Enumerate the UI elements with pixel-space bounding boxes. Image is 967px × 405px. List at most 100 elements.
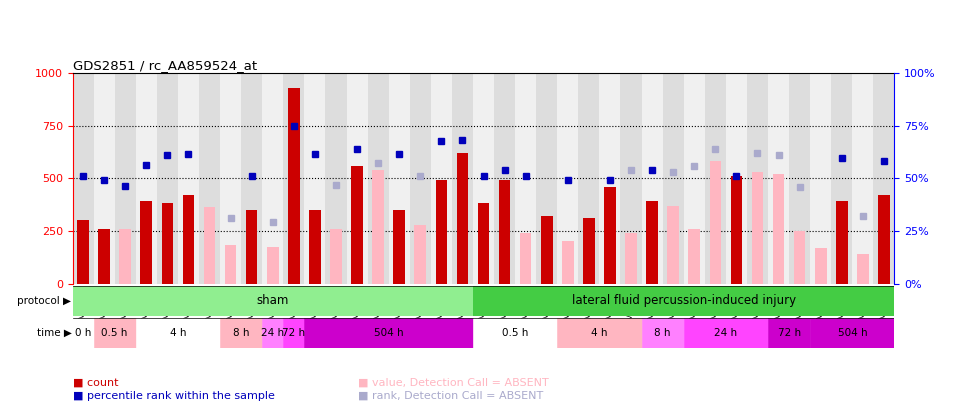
Bar [751, 172, 763, 284]
Bar [220, 318, 262, 348]
Bar [621, 73, 641, 284]
Bar [646, 201, 658, 284]
Text: 0.5 h: 0.5 h [502, 328, 528, 338]
Bar [789, 73, 810, 284]
Bar [810, 318, 894, 348]
Bar [283, 73, 305, 284]
Text: 24 h: 24 h [261, 328, 284, 338]
Text: 504 h: 504 h [374, 328, 403, 338]
Bar [626, 233, 637, 284]
Bar [77, 220, 89, 284]
Bar [499, 180, 511, 284]
Bar [415, 224, 426, 284]
Text: 24 h: 24 h [715, 328, 738, 338]
Bar [94, 73, 115, 284]
Text: 4 h: 4 h [169, 328, 187, 338]
Bar [557, 318, 641, 348]
Bar [731, 176, 743, 284]
Bar [199, 73, 220, 284]
Bar [852, 73, 873, 284]
Bar [372, 170, 384, 284]
Bar [578, 73, 600, 284]
Bar [536, 73, 557, 284]
Bar [684, 318, 768, 348]
Bar [857, 254, 868, 284]
Text: 72 h: 72 h [777, 328, 801, 338]
Text: 72 h: 72 h [282, 328, 306, 338]
Text: time ▶: time ▶ [37, 328, 72, 338]
Bar [726, 73, 747, 284]
Bar [832, 73, 852, 284]
Bar [262, 73, 283, 284]
Bar [562, 241, 573, 284]
Text: 8 h: 8 h [655, 328, 671, 338]
Bar [435, 180, 447, 284]
Bar [684, 73, 705, 284]
Text: 0.5 h: 0.5 h [102, 328, 128, 338]
Bar [346, 73, 367, 284]
Bar [204, 207, 216, 284]
Bar [604, 187, 616, 284]
Bar [241, 73, 262, 284]
Bar [367, 73, 389, 284]
Bar [351, 166, 363, 284]
Bar [515, 73, 536, 284]
Bar [641, 73, 662, 284]
Bar [183, 195, 194, 284]
Bar [667, 206, 679, 284]
Bar [283, 318, 305, 348]
Bar [305, 318, 473, 348]
FancyBboxPatch shape [73, 286, 473, 316]
Bar [456, 153, 468, 284]
Bar [220, 73, 241, 284]
Bar [305, 73, 326, 284]
Text: ■ count: ■ count [73, 378, 118, 388]
Bar [119, 229, 131, 284]
Bar [140, 201, 152, 284]
Bar [773, 174, 784, 284]
Bar [541, 216, 552, 284]
Bar [520, 233, 532, 284]
Bar [389, 73, 410, 284]
Bar [224, 245, 236, 284]
Text: GDS2851 / rc_AA859524_at: GDS2851 / rc_AA859524_at [73, 59, 256, 72]
Bar [794, 231, 806, 284]
Bar [330, 229, 341, 284]
Bar [73, 318, 94, 348]
Text: ■ value, Detection Call = ABSENT: ■ value, Detection Call = ABSENT [358, 378, 548, 388]
Bar [135, 318, 220, 348]
Bar [768, 318, 810, 348]
Bar [157, 73, 178, 284]
Bar [705, 73, 726, 284]
Bar [815, 248, 827, 284]
Text: 504 h: 504 h [837, 328, 867, 338]
Bar [326, 73, 346, 284]
FancyBboxPatch shape [473, 286, 894, 316]
Bar [161, 203, 173, 284]
Bar [73, 73, 94, 284]
Text: 4 h: 4 h [591, 328, 607, 338]
Bar [178, 73, 199, 284]
Bar [689, 229, 700, 284]
Bar [267, 247, 278, 284]
Bar [99, 229, 110, 284]
Bar [641, 318, 684, 348]
Bar [410, 73, 431, 284]
Bar [288, 87, 300, 284]
Bar [836, 201, 848, 284]
Bar [452, 73, 473, 284]
Bar [94, 318, 135, 348]
Bar [710, 161, 721, 284]
Bar [768, 73, 789, 284]
Bar [478, 203, 489, 284]
Text: protocol ▶: protocol ▶ [17, 296, 72, 306]
Bar [473, 318, 557, 348]
Bar [309, 210, 321, 284]
Text: ■ rank, Detection Call = ABSENT: ■ rank, Detection Call = ABSENT [358, 391, 543, 401]
Bar [473, 73, 494, 284]
Bar [600, 73, 621, 284]
Bar [431, 73, 452, 284]
Bar [394, 210, 405, 284]
Text: lateral fluid percussion-induced injury: lateral fluid percussion-induced injury [571, 294, 796, 307]
Bar [878, 195, 890, 284]
